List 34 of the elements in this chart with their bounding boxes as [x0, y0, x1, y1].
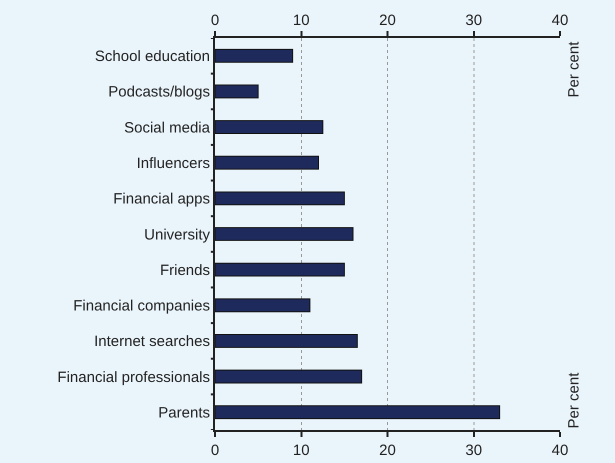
bar — [215, 262, 345, 277]
x-tick-label: 20 — [379, 12, 396, 29]
x-tick-label: 0 — [210, 12, 220, 29]
x2-tick-label: 20 — [379, 442, 396, 459]
bar — [215, 120, 324, 134]
x2-tick-label: 40 — [552, 442, 568, 459]
bar — [215, 191, 345, 206]
text: Per cent — [565, 40, 582, 98]
bar — [215, 298, 310, 312]
bar — [215, 405, 500, 420]
y-tick-label: Social media — [124, 119, 211, 136]
y-tick-label: Financial professionals — [57, 368, 210, 386]
text: Per cent — [565, 372, 582, 428]
y-tick-label: School education — [94, 48, 210, 66]
bar — [215, 156, 319, 170]
x-tick-label: 40 — [552, 12, 568, 29]
x2-tick-label: 0 — [210, 442, 220, 459]
y-tick-label: Podcasts/blogs — [108, 84, 210, 101]
y-tick-label: Friends — [160, 262, 210, 279]
bar — [215, 84, 259, 98]
y-tick-label: Financial companies — [73, 298, 210, 315]
bar — [215, 334, 358, 348]
bar — [215, 48, 294, 63]
y-tick-label: Internet searches — [94, 333, 210, 350]
y-tick-label: University — [144, 226, 210, 244]
x2-tick-label: 10 — [292, 442, 310, 459]
bar — [215, 370, 362, 384]
x-tick-label: 30 — [465, 12, 482, 29]
x-tick-label: 10 — [292, 12, 310, 29]
bar — [215, 227, 354, 241]
y-tick-label: Financial apps — [113, 190, 210, 208]
y-tick-label: Influencers — [136, 154, 210, 172]
y-tick-label: Parents — [158, 404, 210, 422]
x2-tick-label: 30 — [465, 442, 482, 459]
